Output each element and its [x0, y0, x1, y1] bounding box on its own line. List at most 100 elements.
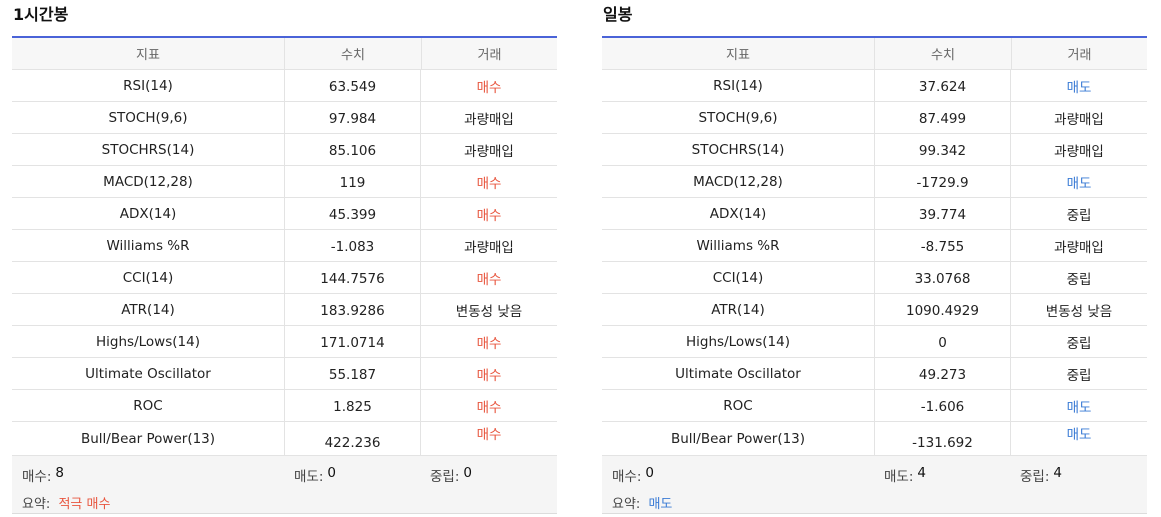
indicator-action: 중립: [1066, 271, 1092, 288]
header-value: 수치: [875, 38, 1012, 69]
summary-neutral-count: 4: [1053, 465, 1062, 481]
table-row: ATR(14) 1090.4929 변동성 낮음: [602, 294, 1147, 326]
indicator-value: -1.606: [875, 390, 1011, 421]
summary-neutral: 중립: 4: [1020, 465, 1062, 485]
indicator-action: 매수: [476, 79, 502, 96]
indicator-action: 변동성 낮음: [455, 303, 523, 320]
table-row: CCI(14) 33.0768 중립: [602, 262, 1147, 294]
indicator-action: 매도: [1066, 79, 1092, 96]
indicator-name: STOCH(9,6): [602, 102, 875, 133]
indicator-value: 39.774: [875, 198, 1011, 229]
indicator-value: 0: [875, 326, 1011, 357]
indicator-name: CCI(14): [602, 262, 875, 293]
indicator-table: 지표 수치 거래 RSI(14) 37.624 매도 STOCH(9,6) 87.499…: [602, 36, 1147, 514]
table-body: RSI(14) 37.624 매도 STOCH(9,6) 87.499 과량매입 STOCH…: [602, 70, 1147, 456]
indicator-name: Bull/Bear Power(13): [12, 422, 285, 455]
summary-sell-label: 매도:: [884, 469, 914, 485]
indicator-name: STOCHRS(14): [12, 134, 285, 165]
summary-sell: 매도: 0: [294, 465, 336, 485]
indicator-name: ROC: [12, 390, 285, 421]
indicator-action: 중립: [1066, 207, 1092, 224]
summary-neutral: 중립: 0: [430, 465, 472, 485]
summary-sell-count: 4: [917, 465, 926, 481]
table-row: ADX(14) 39.774 중립: [602, 198, 1147, 230]
summary-overall-value: 적극 매수: [58, 497, 111, 512]
indicator-value: 1090.4929: [875, 294, 1011, 325]
summary-buy-label: 매수:: [22, 469, 52, 485]
summary-overall: 요약: 적극 매수: [22, 493, 110, 512]
indicator-action: 매도: [1066, 427, 1092, 443]
indicator-name: ADX(14): [602, 198, 875, 229]
summary-overall-label: 요약:: [612, 497, 641, 512]
indicator-action: 과량매입: [1054, 111, 1104, 128]
summary-buy-label: 매수:: [612, 469, 642, 485]
table-row: MACD(12,28) 119 매수: [12, 166, 557, 198]
indicator-value: 37.624: [875, 70, 1011, 101]
indicator-name: Williams %R: [602, 230, 875, 261]
table-row: STOCH(9,6) 87.499 과량매입: [602, 102, 1147, 134]
indicator-value: 119: [285, 166, 421, 197]
summary-buy: 매수: 0: [612, 465, 654, 485]
table-row: CCI(14) 144.7576 매수: [12, 262, 557, 294]
indicator-value: 49.273: [875, 358, 1011, 389]
indicator-value: 99.342: [875, 134, 1011, 165]
summary-overall-label: 요약:: [22, 497, 51, 512]
table-row: Bull/Bear Power(13) 422.236 매수: [12, 422, 557, 456]
indicator-action: 매수: [476, 367, 502, 384]
header-action: 거래: [1067, 48, 1092, 63]
indicator-action: 중립: [1066, 367, 1092, 384]
indicator-value: 144.7576: [285, 262, 421, 293]
panel-title: 1시간봉: [13, 5, 69, 24]
table-row: ROC 1.825 매수: [12, 390, 557, 422]
indicator-name: Ultimate Oscillator: [602, 358, 875, 389]
indicator-name: MACD(12,28): [12, 166, 285, 197]
indicator-name: CCI(14): [12, 262, 285, 293]
indicator-value: 87.499: [875, 102, 1011, 133]
summary-overall-value: 매도: [648, 497, 673, 512]
indicator-value: 63.549: [285, 70, 421, 101]
indicator-action: 매수: [476, 427, 502, 443]
indicator-action: 매수: [476, 175, 502, 192]
indicator-action: 매수: [476, 207, 502, 224]
indicator-name: Highs/Lows(14): [602, 326, 875, 357]
daily-panel: 일봉 지표 수치 거래 RSI(14) 37.624 매도 STOCH(9,6) 87.…: [602, 0, 1147, 514]
indicator-name: ROC: [602, 390, 875, 421]
header-indicator: 지표: [602, 38, 875, 69]
summary-buy-count: 8: [55, 465, 64, 481]
table-header: 지표 수치 거래: [602, 38, 1147, 70]
hourly-panel: 1시간봉 지표 수치 거래 RSI(14) 63.549 매수 STOCH(9,6) 9…: [12, 0, 557, 514]
indicator-name: MACD(12,28): [602, 166, 875, 197]
panel-title: 일봉: [603, 5, 633, 24]
summary-sell-count: 0: [327, 465, 336, 481]
indicator-action: 과량매입: [464, 111, 514, 128]
table-row: MACD(12,28) -1729.9 매도: [602, 166, 1147, 198]
summary-box: 매수: 0 매도: 4 중립: 4 요약: 매도: [602, 456, 1147, 514]
table-row: RSI(14) 63.549 매수: [12, 70, 557, 102]
indicator-value: 45.399: [285, 198, 421, 229]
table-row: STOCHRS(14) 85.106 과량매입: [12, 134, 557, 166]
summary-overall: 요약: 매도: [612, 493, 672, 512]
indicator-name: Williams %R: [12, 230, 285, 261]
table-row: Bull/Bear Power(13) -131.692 매도: [602, 422, 1147, 456]
table-row: Williams %R -8.755 과량매입: [602, 230, 1147, 262]
indicator-action: 과량매입: [1054, 143, 1104, 160]
table-row: Highs/Lows(14) 171.0714 매수: [12, 326, 557, 358]
indicator-value: 97.984: [285, 102, 421, 133]
indicator-name: STOCHRS(14): [602, 134, 875, 165]
indicator-value: 183.9286: [285, 294, 421, 325]
indicator-name: Ultimate Oscillator: [12, 358, 285, 389]
indicator-name: RSI(14): [12, 70, 285, 101]
table-row: STOCH(9,6) 97.984 과량매입: [12, 102, 557, 134]
table-row: RSI(14) 37.624 매도: [602, 70, 1147, 102]
indicator-value: 422.236: [285, 422, 421, 455]
indicator-value: 85.106: [285, 134, 421, 165]
summary-sell-label: 매도:: [294, 469, 324, 485]
table-row: ROC -1.606 매도: [602, 390, 1147, 422]
summary-neutral-label: 중립:: [1020, 469, 1050, 485]
indicator-action: 과량매입: [464, 143, 514, 160]
table-row: Ultimate Oscillator 55.187 매수: [12, 358, 557, 390]
table-row: STOCHRS(14) 99.342 과량매입: [602, 134, 1147, 166]
indicator-name: ATR(14): [12, 294, 285, 325]
indicator-value: 171.0714: [285, 326, 421, 357]
indicator-name: Bull/Bear Power(13): [602, 422, 875, 455]
